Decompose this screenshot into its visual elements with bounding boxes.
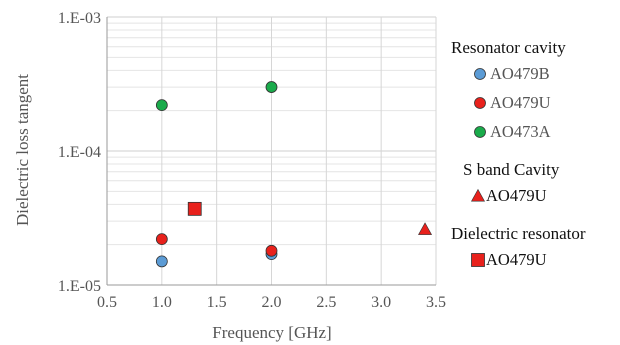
data-point-circle [155,255,168,268]
data-point-circle [155,99,168,112]
chart-grid [106,16,437,286]
data-point-triangle [418,222,433,235]
x-tick-label: 3.0 [371,294,391,311]
x-tick-label: 2.5 [316,294,336,311]
legend-label: AO479B [490,64,550,83]
legend-label: AO473A [490,122,551,141]
legend-group-title: Resonator cavity [451,38,566,57]
legend-label: AO479U [490,93,551,112]
legend-marker-square [471,253,485,267]
legend-label: AO479U [486,186,547,205]
data-points [155,81,433,268]
data-point-circle [155,233,168,246]
y-tick-label: 1.E-05 [58,278,101,295]
x-tick-label: 2.0 [262,294,282,311]
legend-marker-circle [474,97,486,109]
x-axis-ticks: 0.5 1.0 1.5 2.0 2.5 3.0 3.5 [97,294,446,311]
x-tick-label: 0.5 [97,294,117,311]
x-tick-label: 1.5 [207,294,227,311]
legend-marker-triangle [470,188,486,202]
y-axis-ticks: 1.E-05 1.E-04 1.E-03 [58,10,101,295]
x-tick-label: 1.0 [152,294,172,311]
y-axis-title: Dielectric loss tangent [13,74,32,226]
x-tick-label: 3.5 [426,294,446,311]
legend: Resonator cavity AO479B AO479U AO473A S band… [451,38,586,269]
data-point-square [187,201,202,216]
legend-marker-circle [474,68,486,80]
y-tick-label: 1.E-03 [58,10,101,27]
data-point-circle [265,244,278,257]
legend-marker-circle [474,126,486,138]
x-axis-title: Frequency [GHz] [212,323,331,342]
legend-group-title: S band Cavity [463,160,560,179]
chart-axes [106,17,436,286]
y-tick-label: 1.E-04 [58,144,101,161]
legend-label: AO479U [486,250,547,269]
data-point-circle [265,81,278,93]
legend-group-title: Dielectric resonator [451,224,586,243]
